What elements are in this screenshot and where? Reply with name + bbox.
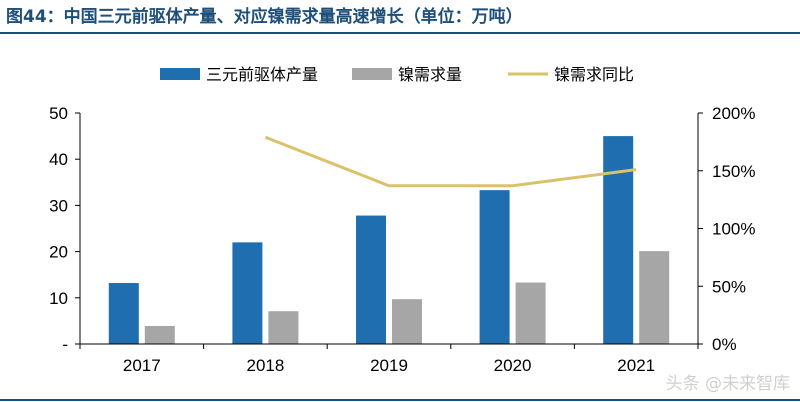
line-nickel-yoy	[264, 135, 637, 188]
bar-nickel-2018	[268, 311, 299, 344]
bar-precursor-2018	[232, 242, 263, 344]
left-tick-label: 30	[49, 196, 68, 215]
right-tick-label: 150%	[712, 162, 755, 181]
legend-label: 镍需求同比	[554, 66, 634, 84]
left-tick-label: -	[62, 335, 68, 354]
bar-nickel-2021	[639, 251, 670, 344]
legend: 三元前驱体产量 镍需求量 镍需求同比	[160, 66, 634, 84]
legend-label: 三元前驱体产量	[206, 66, 318, 84]
right-tick-label: 50%	[712, 277, 746, 296]
watermark: 头条 @未来智库	[665, 374, 790, 394]
legend-label: 镍需求量	[398, 66, 462, 84]
bar-nickel-2019	[392, 299, 422, 344]
bar-nickel-2017	[144, 325, 175, 344]
right-tick-label: 0%	[712, 335, 737, 354]
bar-precursor-2021	[603, 136, 634, 344]
bar-precursor-2019	[356, 215, 386, 344]
line-layer	[264, 135, 637, 188]
right-tick-label: 100%	[712, 220, 755, 239]
bars-layer	[108, 136, 670, 344]
left-tick-label: 10	[49, 289, 68, 308]
bar-precursor-2020	[479, 190, 510, 344]
bottom-divider	[0, 399, 800, 401]
title-divider	[0, 32, 800, 34]
axes-layer: - 10 20 30 40 50 0% 50% 100% 150% 200% 2017 2018 2019…	[49, 104, 755, 375]
left-tick-label: 40	[49, 150, 68, 169]
x-tick-label: 2019	[370, 356, 408, 375]
legend-swatch	[352, 68, 392, 80]
chart-title: 图44：中国三元前驱体产量、对应镍需求量高速增长（单位：万吨）	[6, 7, 523, 27]
bar-precursor-2017	[108, 283, 139, 344]
left-tick-label: 50	[49, 104, 68, 123]
bar-nickel-2020	[515, 282, 546, 344]
x-tick-label: 2021	[617, 356, 655, 375]
x-tick-label: 2020	[494, 356, 532, 375]
left-tick-label: 20	[49, 243, 68, 262]
x-tick-label: 2017	[123, 356, 161, 375]
x-tick-label: 2018	[246, 356, 284, 375]
right-tick-label: 200%	[712, 104, 755, 123]
legend-swatch	[160, 68, 200, 80]
